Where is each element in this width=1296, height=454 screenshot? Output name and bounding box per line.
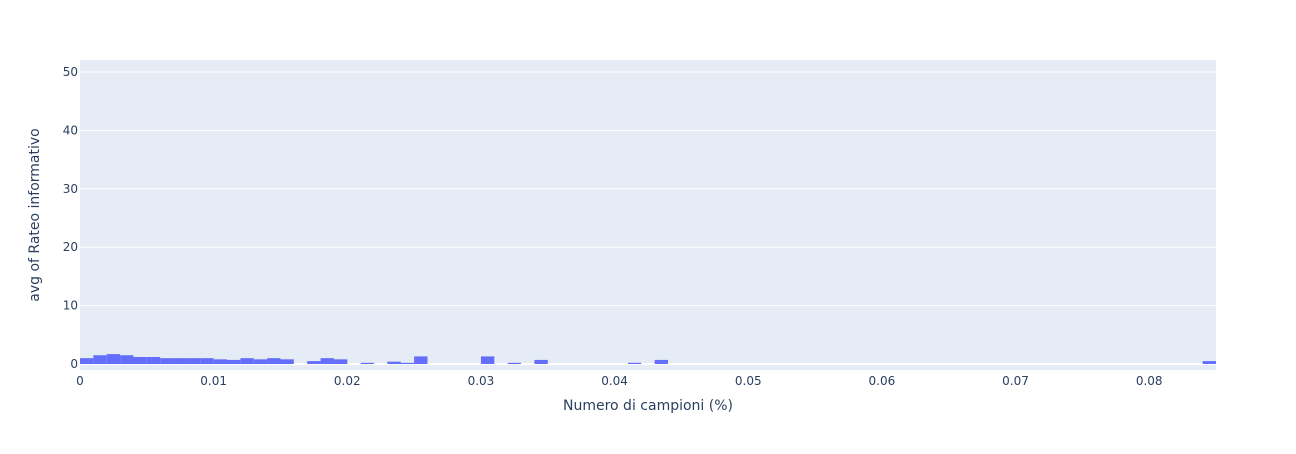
histogram-bar[interactable]: [387, 361, 401, 364]
y-tick-label: 50: [63, 65, 78, 79]
x-axis-title: Numero di campioni (%): [563, 398, 733, 414]
histogram-bar[interactable]: [267, 358, 281, 364]
plot-background: [80, 60, 1216, 370]
x-tick-label: 0.03: [468, 374, 495, 388]
x-tick-label: 0.07: [1002, 374, 1029, 388]
histogram-bar[interactable]: [534, 359, 548, 364]
histogram-bar[interactable]: [186, 358, 201, 364]
histogram-bar[interactable]: [654, 359, 669, 364]
histogram-bar[interactable]: [307, 361, 321, 364]
histogram-bar[interactable]: [173, 358, 187, 364]
histogram-bar[interactable]: [133, 356, 147, 364]
y-tick-label: 20: [63, 240, 78, 254]
gridlines: [80, 71, 1216, 365]
histogram-bar[interactable]: [213, 359, 228, 364]
histogram-bar[interactable]: [93, 355, 107, 364]
histogram-bar[interactable]: [253, 359, 268, 364]
histogram-bar[interactable]: [240, 358, 254, 364]
x-tick-label: 0.04: [601, 374, 628, 388]
histogram-bar[interactable]: [200, 358, 214, 364]
y-tick-label: 10: [63, 299, 78, 313]
histogram-bar[interactable]: [160, 358, 174, 364]
y-tick-label: 30: [63, 182, 78, 196]
y-tick-label: 40: [63, 123, 78, 137]
x-tick-label: 0.06: [869, 374, 896, 388]
bars: [80, 354, 1216, 364]
histogram-bar[interactable]: [320, 358, 334, 364]
y-tick-label: 0: [70, 357, 78, 371]
histogram-bar[interactable]: [227, 359, 241, 364]
histogram-bar[interactable]: [333, 359, 348, 364]
histogram-bar[interactable]: [480, 356, 495, 364]
histogram-bar[interactable]: [106, 354, 121, 364]
x-tick-label: 0.05: [735, 374, 762, 388]
x-tick-label: 0: [76, 374, 84, 388]
histogram-bar[interactable]: [507, 362, 522, 364]
histogram-bar[interactable]: [280, 359, 294, 364]
x-axis-ticks: 0 0.01 0.02 0.03 0.04 0.05 0.06 0.07 0.08: [76, 374, 1162, 388]
histogram-bar[interactable]: [627, 362, 642, 364]
histogram-bar[interactable]: [146, 356, 161, 364]
histogram-bar[interactable]: [80, 358, 94, 364]
x-tick-label: 0.01: [200, 374, 227, 388]
x-tick-label: 0.08: [1136, 374, 1163, 388]
x-tick-label: 0.02: [334, 374, 361, 388]
y-axis-ticks: 0 10 20 30 40 50: [63, 65, 78, 371]
histogram-bar[interactable]: [360, 362, 375, 364]
histogram-bar[interactable]: [1202, 361, 1216, 364]
y-axis-title: avg of Rateo informativo: [27, 128, 43, 301]
histogram-bar[interactable]: [120, 355, 134, 364]
histogram-bar[interactable]: [400, 362, 415, 364]
histogram-bar[interactable]: [414, 356, 428, 364]
